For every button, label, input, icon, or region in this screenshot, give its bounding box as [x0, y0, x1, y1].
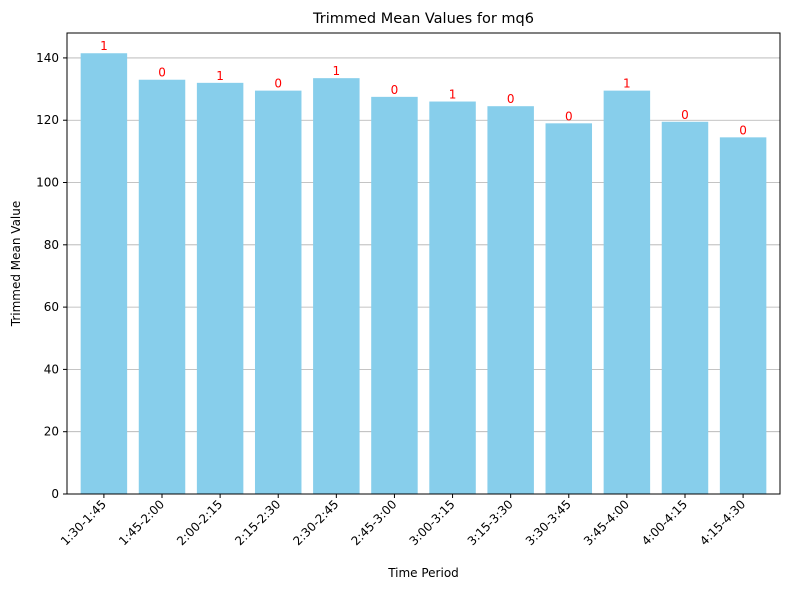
x-tick-label: 1:30-1:45 — [58, 497, 109, 548]
bar-value-label: 0 — [274, 77, 282, 91]
bar-value-labels: 1 0 1 0 1 0 1 0 0 1 0 0 — [100, 39, 747, 137]
bars — [80, 53, 767, 495]
bar-value-label: 0 — [391, 83, 399, 97]
bar — [196, 82, 244, 495]
bar — [603, 90, 651, 494]
y-tick-label: 140 — [36, 51, 59, 65]
bar — [545, 123, 593, 494]
x-axis-ticks: 1:30-1:45 1:45-2:00 2:00-2:15 2:15-2:30 2:30… — [58, 494, 748, 548]
bar-value-label: 0 — [158, 66, 166, 80]
grid-lines — [67, 57, 780, 495]
bar — [719, 137, 767, 495]
bar — [313, 78, 360, 495]
bar-value-label: 1 — [449, 88, 457, 102]
bar — [138, 79, 186, 495]
bar-value-label: 0 — [739, 123, 747, 137]
x-axis-title: Time Period — [387, 566, 459, 580]
x-tick-label: 3:15-3:30 — [465, 497, 516, 548]
x-tick-label: 3:30-3:45 — [523, 497, 574, 548]
x-tick-label: 2:45-3:00 — [348, 497, 399, 548]
x-tick-label: 4:15-4:30 — [697, 497, 748, 548]
bar-value-label: 1 — [100, 39, 108, 53]
x-tick-label: 4:00-4:15 — [639, 497, 690, 548]
y-tick-label: 100 — [36, 176, 59, 190]
plot-frame — [66, 32, 781, 495]
x-tick-label: 2:00-2:15 — [174, 497, 225, 548]
bar — [80, 53, 128, 495]
x-tick-label: 1:45-2:00 — [116, 497, 167, 548]
bar-value-label: 1 — [333, 64, 341, 78]
bar — [254, 90, 302, 494]
axes — [66, 32, 781, 495]
bar-value-label: 0 — [681, 108, 689, 122]
chart-title: Trimmed Mean Values for mq6 — [312, 11, 534, 27]
y-axis-title: Trimmed Mean Value — [9, 201, 23, 328]
y-tick-label: 120 — [36, 113, 59, 127]
x-tick-label: 3:00-3:15 — [407, 497, 458, 548]
y-axis-ticks: 0 20 40 60 80 100 120 140 — [36, 51, 67, 501]
y-tick-label: 60 — [44, 300, 59, 314]
bar-value-label: 1 — [623, 77, 631, 91]
x-tick-label: 2:15-2:30 — [232, 497, 283, 548]
y-tick-label: 20 — [44, 425, 59, 439]
x-tick-label: 2:30-2:45 — [290, 497, 341, 548]
bar — [661, 121, 709, 494]
bar — [371, 96, 418, 494]
bar-value-label: 0 — [565, 109, 573, 123]
y-tick-label: 40 — [44, 362, 59, 376]
y-tick-label: 0 — [51, 487, 59, 501]
bar-value-label: 0 — [507, 92, 515, 106]
y-tick-label: 80 — [44, 238, 59, 252]
bar — [487, 106, 534, 494]
x-tick-label: 3:45-4:00 — [581, 497, 632, 548]
bar — [429, 101, 476, 494]
bar-value-label: 1 — [216, 69, 224, 83]
